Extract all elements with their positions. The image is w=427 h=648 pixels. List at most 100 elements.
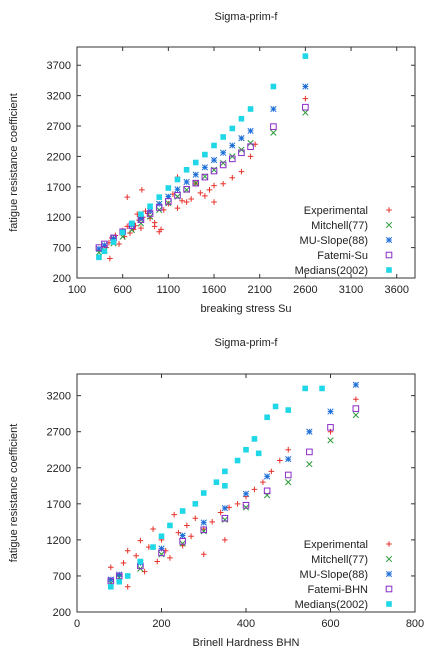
data-point	[302, 103, 309, 111]
data-point	[234, 501, 241, 507]
data-point	[158, 549, 165, 557]
data-point	[242, 501, 250, 509]
data-point	[247, 127, 254, 135]
data-point	[285, 407, 292, 413]
x-tick-label: 400	[237, 618, 255, 630]
x-tick-label: 1100	[157, 284, 181, 296]
data-point	[139, 187, 145, 193]
x-tick-label: 100	[68, 284, 86, 296]
legend-label: Fatemi-BHN	[307, 584, 368, 596]
data-point	[192, 501, 199, 507]
data-point	[188, 533, 194, 540]
data-point	[179, 532, 186, 539]
series-mu-slope-88-	[107, 381, 360, 583]
chart-2: Sigma-prim-f0 200 400 600 800200700120017002…	[8, 337, 424, 648]
data-point	[200, 490, 207, 496]
data-point	[95, 244, 103, 251]
data-point	[171, 511, 177, 518]
data-point	[129, 220, 135, 227]
data-point	[306, 460, 313, 468]
legend-label: Mitchell(77)	[311, 220, 368, 232]
legend-marker	[385, 221, 393, 229]
legend-marker	[385, 236, 393, 244]
chart-1: Sigma-prim-f 100 600 1100 1600 2100 2600 3100 36…	[8, 11, 416, 315]
data-point	[119, 229, 126, 236]
x-axis-label: Brinell Hardness BHN	[193, 637, 300, 648]
data-point	[101, 248, 108, 255]
data-point	[137, 537, 144, 544]
series-medians-2002-	[108, 385, 325, 590]
data-point	[247, 143, 254, 150]
y-tick-label: 2700	[47, 121, 71, 133]
data-point	[110, 239, 117, 245]
data-point	[247, 153, 254, 160]
data-point	[179, 538, 186, 545]
data-point	[167, 522, 173, 529]
x-tick-label: 600	[113, 284, 131, 296]
legend-label: Experimental	[304, 205, 368, 217]
data-point	[242, 490, 250, 497]
data-point	[158, 226, 164, 233]
data-point	[183, 178, 190, 186]
data-point	[220, 159, 227, 167]
data-point	[133, 552, 139, 559]
data-point	[165, 185, 172, 191]
data-point	[217, 509, 224, 516]
y-tick-label: 200	[53, 607, 71, 619]
data-point	[147, 203, 153, 210]
data-point	[127, 230, 133, 236]
y-tick-label: 3200	[47, 391, 71, 403]
data-point	[238, 115, 245, 122]
legend-marker	[386, 601, 392, 607]
data-point	[183, 166, 190, 173]
data-point	[154, 558, 161, 565]
data-point	[151, 219, 158, 226]
data-point	[107, 255, 113, 262]
data-point	[251, 486, 258, 493]
x-tick-label: 1600	[202, 284, 226, 296]
data-point	[210, 156, 218, 164]
data-point	[229, 174, 236, 181]
data-point	[124, 547, 131, 554]
data-point	[352, 405, 360, 412]
data-point	[285, 479, 292, 486]
data-point	[222, 482, 228, 489]
y-tick-label: 1700	[47, 182, 71, 194]
legend-label: MU-Slope(88)	[300, 569, 368, 581]
data-point	[137, 558, 144, 565]
data-point	[120, 560, 127, 566]
y-axis-label: fatigue resistance coefficient	[8, 93, 20, 232]
data-point	[302, 385, 308, 392]
chart-title: Sigma-prim-f	[215, 11, 279, 23]
data-point	[353, 396, 359, 403]
series-fatemi-su	[95, 103, 309, 251]
data-point	[352, 381, 360, 388]
y-tick-label: 2700	[47, 427, 71, 439]
data-point	[116, 571, 123, 578]
data-point	[158, 533, 165, 540]
data-point	[167, 555, 173, 561]
data-point	[179, 197, 185, 204]
data-point	[188, 196, 194, 202]
data-point	[270, 129, 277, 136]
data-point	[284, 471, 292, 479]
x-tick-label: 0	[74, 618, 80, 630]
data-point	[243, 446, 249, 453]
data-point	[263, 487, 271, 495]
data-point	[158, 545, 165, 552]
data-point	[229, 125, 236, 132]
y-tick-label: 1200	[47, 212, 71, 224]
data-point	[211, 182, 217, 189]
legend-marker	[386, 267, 392, 273]
data-point	[146, 210, 154, 217]
data-point	[206, 187, 213, 193]
legend-label: Mitchell(77)	[311, 554, 368, 566]
data-point	[234, 457, 241, 464]
data-point	[137, 215, 145, 222]
legend-label: Fatemi-Su	[317, 250, 368, 262]
data-point	[221, 514, 229, 522]
data-point	[156, 194, 163, 200]
data-point	[101, 240, 108, 248]
legend-label: Medians(2002)	[295, 599, 368, 611]
